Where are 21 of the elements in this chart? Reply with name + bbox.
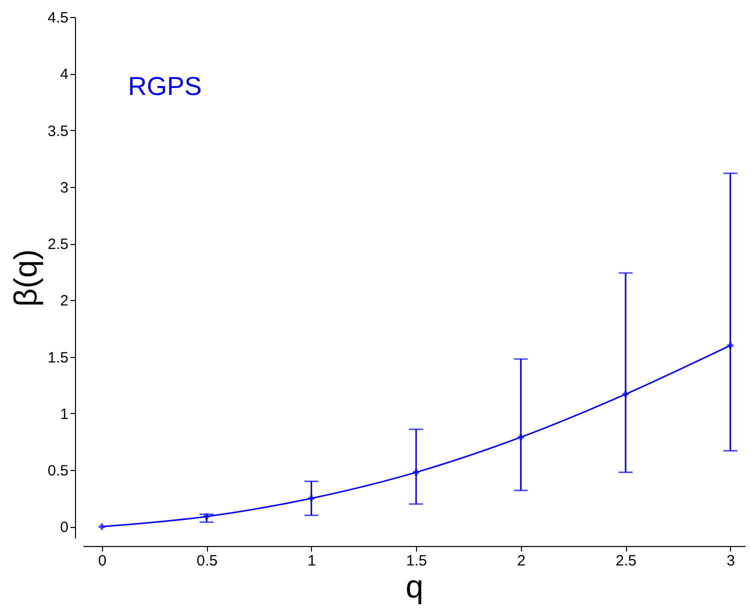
x-tick-label: 3 xyxy=(726,552,736,570)
y-tick-label: 1.5 xyxy=(48,349,68,366)
annotation: RGPS xyxy=(128,71,202,101)
y-tick-label: 2.5 xyxy=(48,236,68,254)
y-tick-label: 4 xyxy=(60,66,68,84)
x-tick-label: 2.5 xyxy=(616,552,637,570)
x-tick-label: 1.5 xyxy=(406,552,428,570)
y-tick-label: 3 xyxy=(60,179,68,196)
point xyxy=(98,524,106,530)
x-tick-label: 2 xyxy=(517,552,526,570)
y-tick-label: 0.5 xyxy=(48,462,68,480)
y-axis-title: β(q) xyxy=(8,249,44,307)
x-axis-title: q xyxy=(406,568,424,604)
y-tick-label: 4.5 xyxy=(48,10,68,26)
x-tick-label: 1 xyxy=(308,552,316,570)
y-tick-label: 3.5 xyxy=(48,122,68,140)
y-tick-label: 2 xyxy=(60,292,68,310)
x-tick-label: 0 xyxy=(98,552,107,570)
y-tick-label: 0 xyxy=(60,519,68,536)
x-tick-label: 0.5 xyxy=(196,552,218,570)
y-tick-label: 1 xyxy=(60,406,68,423)
